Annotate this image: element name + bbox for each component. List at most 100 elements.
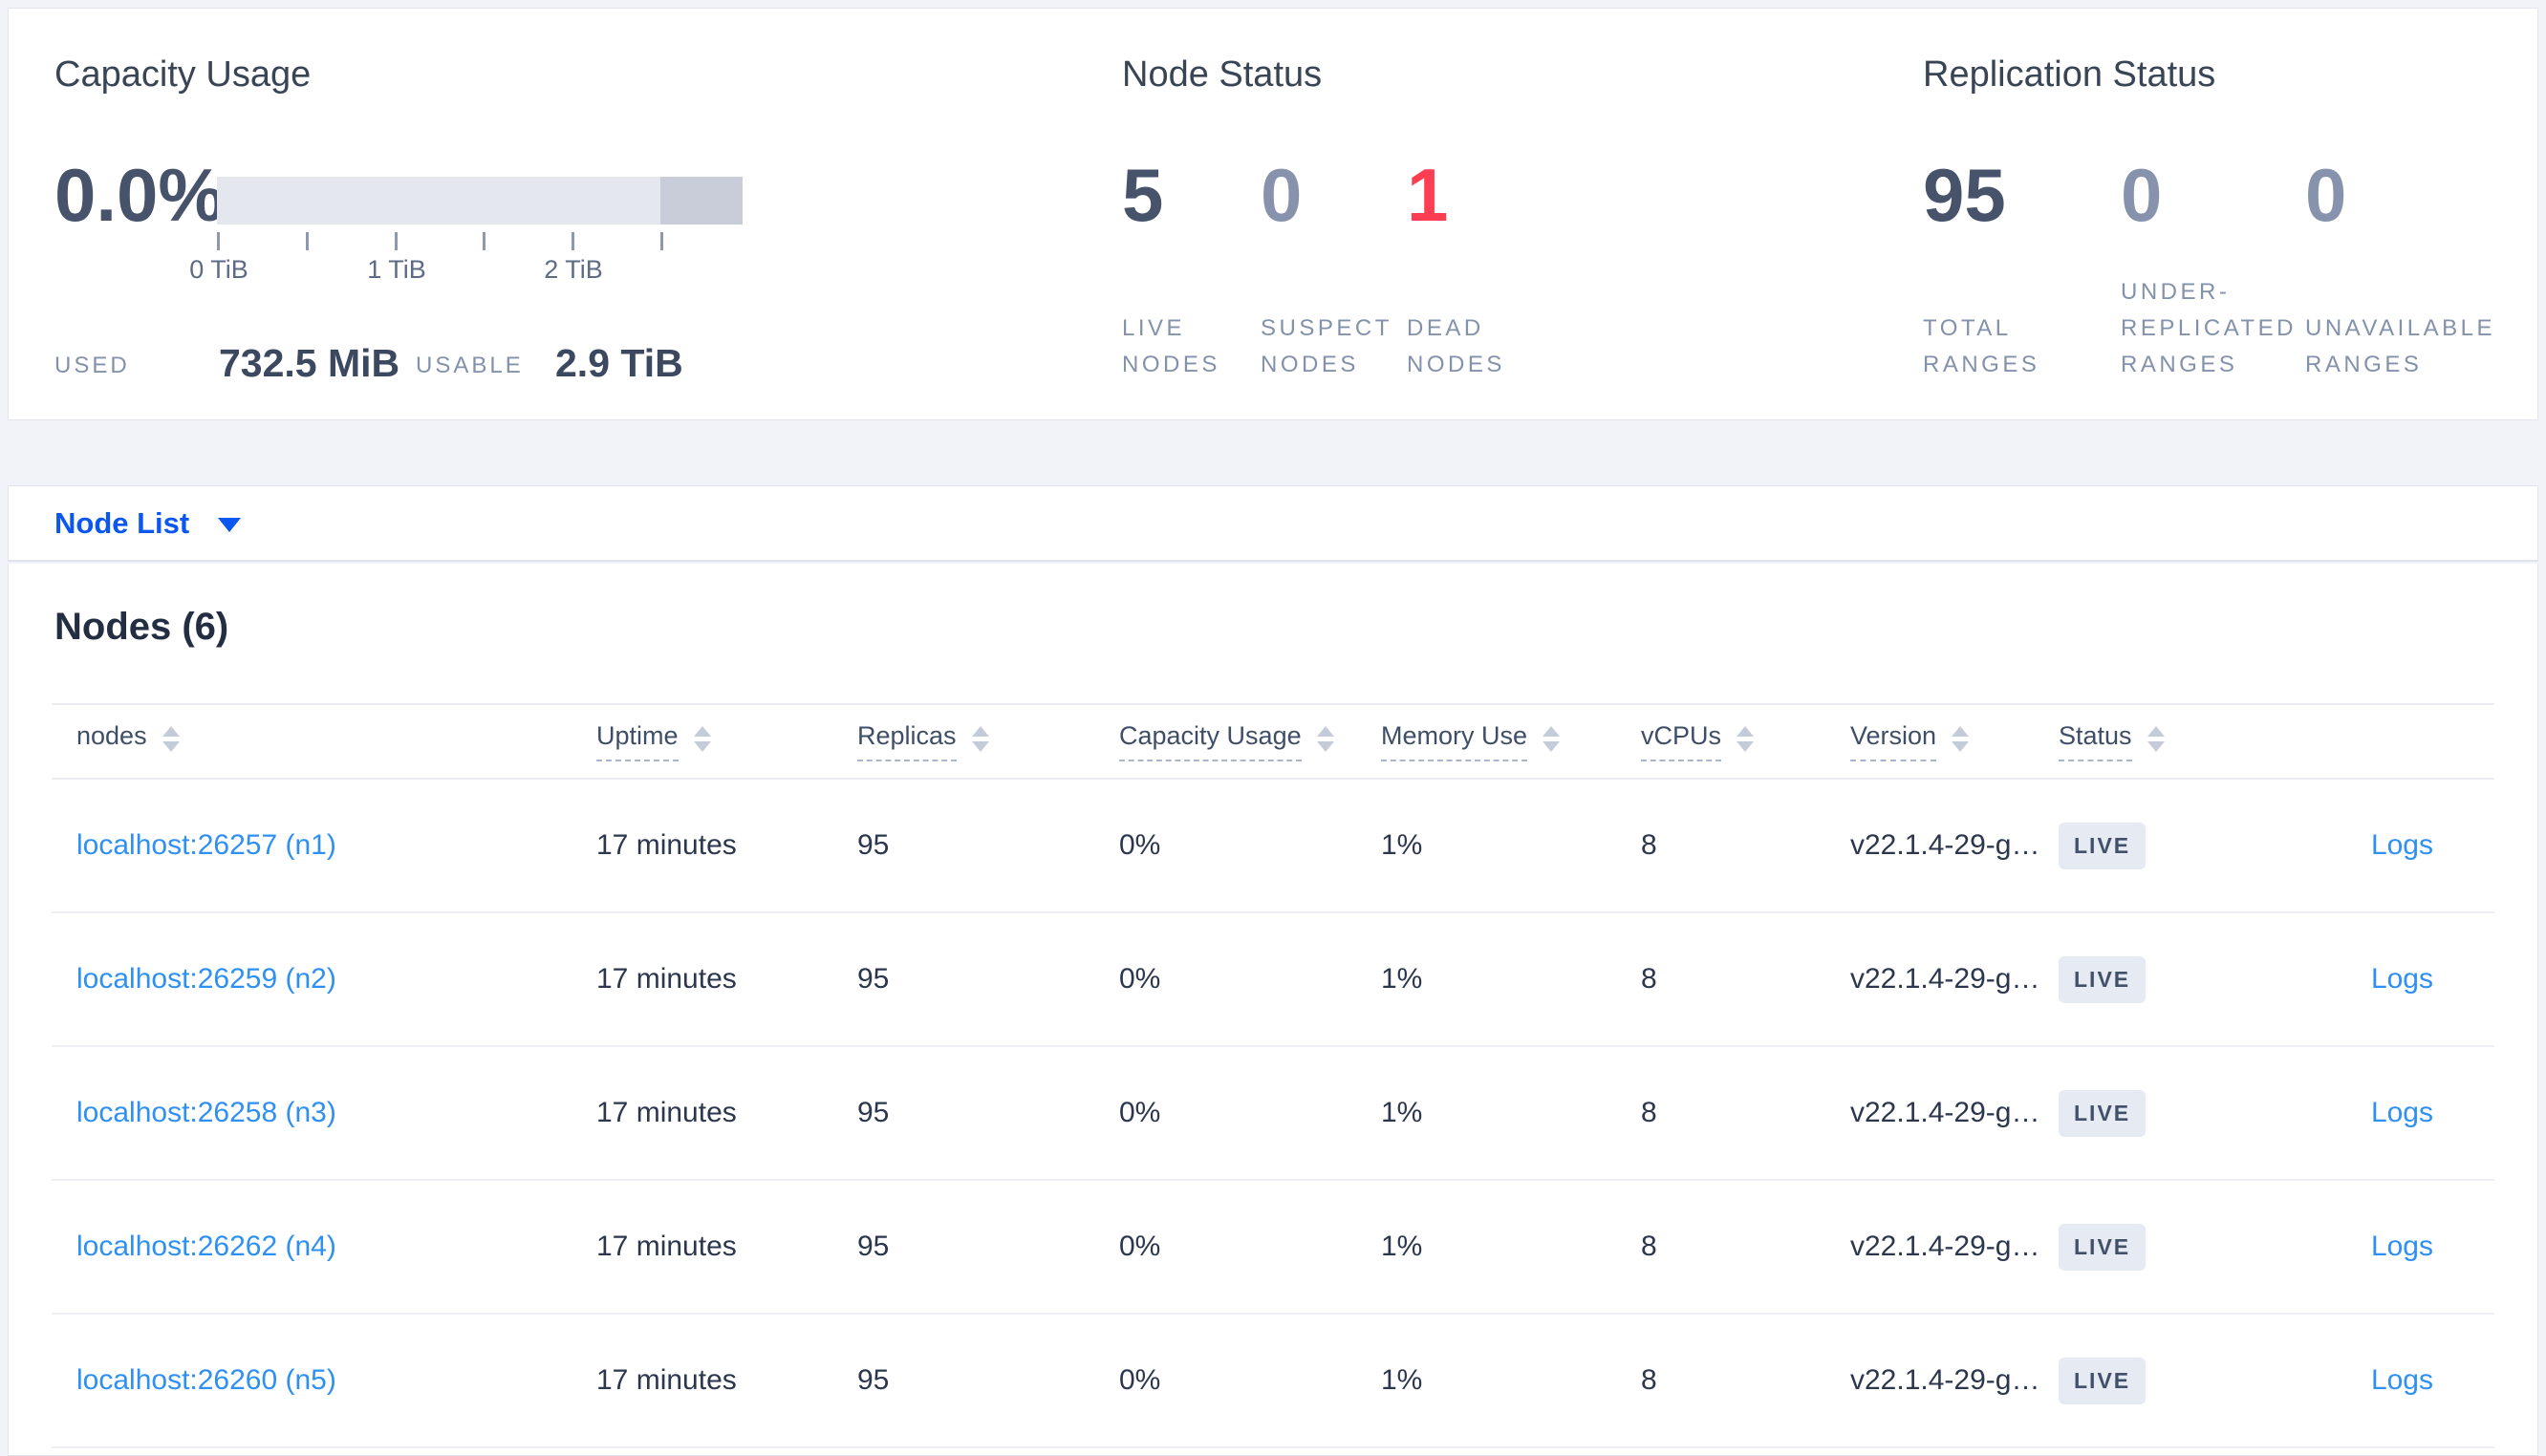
summary-stat: 1 DEAD NODES — [1407, 9, 1550, 419]
status-badge: LIVE — [2059, 955, 2147, 1003]
logs-link[interactable]: Logs — [2370, 1097, 2433, 1128]
uptime-cell: 17 minutes — [596, 829, 737, 861]
capacity-usage-bar — [217, 177, 743, 225]
table-row: localhost:26257 (n1) 17 minutes 95 0% 1%… — [52, 780, 2494, 913]
column-header[interactable]: nodes — [76, 721, 596, 761]
node-status-title: Node Status — [1122, 54, 1323, 95]
version-cell: v22.1.4-29-g… — [1850, 1231, 2040, 1262]
column-header[interactable]: Status — [2059, 721, 2298, 761]
table-row: localhost:26260 (n5) 17 minutes 95 0% 1%… — [52, 1315, 2494, 1448]
stat-value: 0 — [1261, 153, 1303, 237]
column-header-label: Replicas — [857, 721, 957, 761]
summary-stat: 95 TOTAL RANGES — [1923, 9, 2121, 419]
capacity-tick-label-1: 1 TiB — [367, 255, 426, 284]
column-header[interactable]: Capacity Usage — [1119, 721, 1381, 761]
replication-status-stats: 95 TOTAL RANGES 0 UNDER-REPLICATED RANGE… — [1923, 9, 2506, 419]
column-header-label: Capacity Usage — [1119, 721, 1302, 761]
sort-icon — [162, 725, 180, 752]
summary-stat: 0 UNAVAILABLE RANGES — [2305, 9, 2506, 419]
capacity-tick-label-2: 2 TiB — [544, 255, 603, 284]
node-link[interactable]: localhost:26258 (n3) — [76, 1097, 336, 1128]
node-link[interactable]: localhost:26262 (n4) — [76, 1231, 336, 1262]
logs-link[interactable]: Logs — [2370, 1364, 2433, 1396]
capacity-usage-cell: 0% — [1119, 829, 1161, 861]
version-cell: v22.1.4-29-g… — [1850, 1097, 2040, 1128]
column-header-label: Memory Use — [1381, 721, 1528, 761]
memory-use-cell: 1% — [1381, 829, 1423, 861]
table-row: localhost:26259 (n2) 17 minutes 95 0% 1%… — [52, 913, 2494, 1047]
vcpus-cell: 8 — [1641, 1231, 1657, 1262]
summary-stat: 5 LIVE NODES — [1122, 9, 1261, 419]
replicas-cell: 95 — [857, 1097, 890, 1128]
vcpus-cell: 8 — [1641, 963, 1657, 995]
version-cell: v22.1.4-29-g… — [1850, 1364, 2040, 1396]
capacity-percent-value: 0.0% — [54, 153, 225, 237]
capacity-usable-label: USABLE — [416, 353, 524, 378]
sort-icon — [693, 725, 711, 752]
capacity-used-value: 732.5 MiB — [219, 341, 400, 385]
nodes-table: nodes Uptime Replicas Capacity Usage Mem… — [52, 703, 2494, 1448]
memory-use-cell: 1% — [1381, 1364, 1423, 1396]
summary-stat: 0 UNDER-REPLICATED RANGES — [2121, 9, 2305, 419]
uptime-cell: 17 minutes — [596, 1364, 737, 1396]
replicas-cell: 95 — [857, 963, 890, 995]
version-cell: v22.1.4-29-g… — [1850, 963, 2040, 995]
status-badge: LIVE — [2059, 1223, 2147, 1271]
node-list-dropdown-label: Node List — [54, 505, 190, 540]
memory-use-cell: 1% — [1381, 1097, 1423, 1128]
sort-icon — [971, 725, 989, 752]
node-link[interactable]: localhost:26259 (n2) — [76, 963, 336, 995]
capacity-usage-cell: 0% — [1119, 963, 1161, 995]
logs-link[interactable]: Logs — [2370, 1231, 2433, 1262]
stat-label: SUSPECT NODES — [1261, 315, 1392, 377]
capacity-axis-ticks — [217, 232, 664, 251]
stat-value: 0 — [2305, 153, 2347, 237]
replication-status-title: Replication Status — [1923, 54, 2216, 95]
stat-label: DEAD NODES — [1407, 315, 1505, 377]
node-status-stats: 5 LIVE NODES 0 SUSPECT NODES 1 DEAD NODE… — [1122, 9, 1550, 419]
column-header[interactable]: Version — [1850, 721, 2059, 761]
node-link[interactable]: localhost:26260 (n5) — [76, 1364, 336, 1396]
version-cell: v22.1.4-29-g… — [1850, 829, 2040, 861]
replicas-cell: 95 — [857, 1231, 890, 1262]
sort-icon — [1543, 725, 1561, 752]
stat-value: 1 — [1407, 153, 1449, 237]
table-row: localhost:26258 (n3) 17 minutes 95 0% 1%… — [52, 1047, 2494, 1181]
uptime-cell: 17 minutes — [596, 963, 737, 995]
column-header-label: nodes — [76, 721, 147, 750]
stat-value: 95 — [1923, 153, 2006, 237]
column-header[interactable]: Memory Use — [1381, 721, 1641, 761]
column-header[interactable]: Uptime — [596, 721, 857, 761]
column-header[interactable]: Replicas — [857, 721, 1119, 761]
stat-value: 5 — [1122, 153, 1164, 237]
capacity-usage-cell: 0% — [1119, 1231, 1161, 1262]
sort-icon — [1737, 725, 1755, 752]
node-list-dropdown[interactable]: Node List — [54, 505, 242, 541]
summary-stat: 0 SUSPECT NODES — [1261, 9, 1407, 419]
capacity-bar-overflow-segment — [660, 177, 743, 225]
logs-link[interactable]: Logs — [2370, 963, 2433, 995]
nodes-table-panel: Nodes (6) nodes Uptime Replicas Capacity… — [8, 564, 2538, 1456]
memory-use-cell: 1% — [1381, 963, 1423, 995]
status-badge: LIVE — [2059, 1089, 2147, 1137]
uptime-cell: 17 minutes — [596, 1231, 737, 1262]
column-header-label: Uptime — [596, 721, 679, 761]
logs-link[interactable]: Logs — [2370, 829, 2433, 861]
stat-label: UNAVAILABLE RANGES — [2305, 315, 2496, 377]
caret-down-icon — [218, 518, 242, 532]
uptime-cell: 17 minutes — [596, 1097, 737, 1128]
node-link[interactable]: localhost:26257 (n1) — [76, 829, 336, 861]
status-badge: LIVE — [2059, 1357, 2147, 1404]
column-header[interactable]: vCPUs — [1641, 721, 1850, 761]
stat-label: TOTAL RANGES — [1923, 315, 2040, 377]
memory-use-cell: 1% — [1381, 1231, 1423, 1262]
capacity-usage-title: Capacity Usage — [54, 54, 312, 95]
status-badge: LIVE — [2059, 822, 2147, 869]
replicas-cell: 95 — [857, 1364, 890, 1396]
capacity-tick-label-0: 0 TiB — [189, 255, 248, 284]
vcpus-cell: 8 — [1641, 1097, 1657, 1128]
view-selector-bar: Node List — [8, 485, 2538, 562]
capacity-usage-cell: 0% — [1119, 1364, 1161, 1396]
capacity-usable-value: 2.9 TiB — [555, 341, 683, 385]
